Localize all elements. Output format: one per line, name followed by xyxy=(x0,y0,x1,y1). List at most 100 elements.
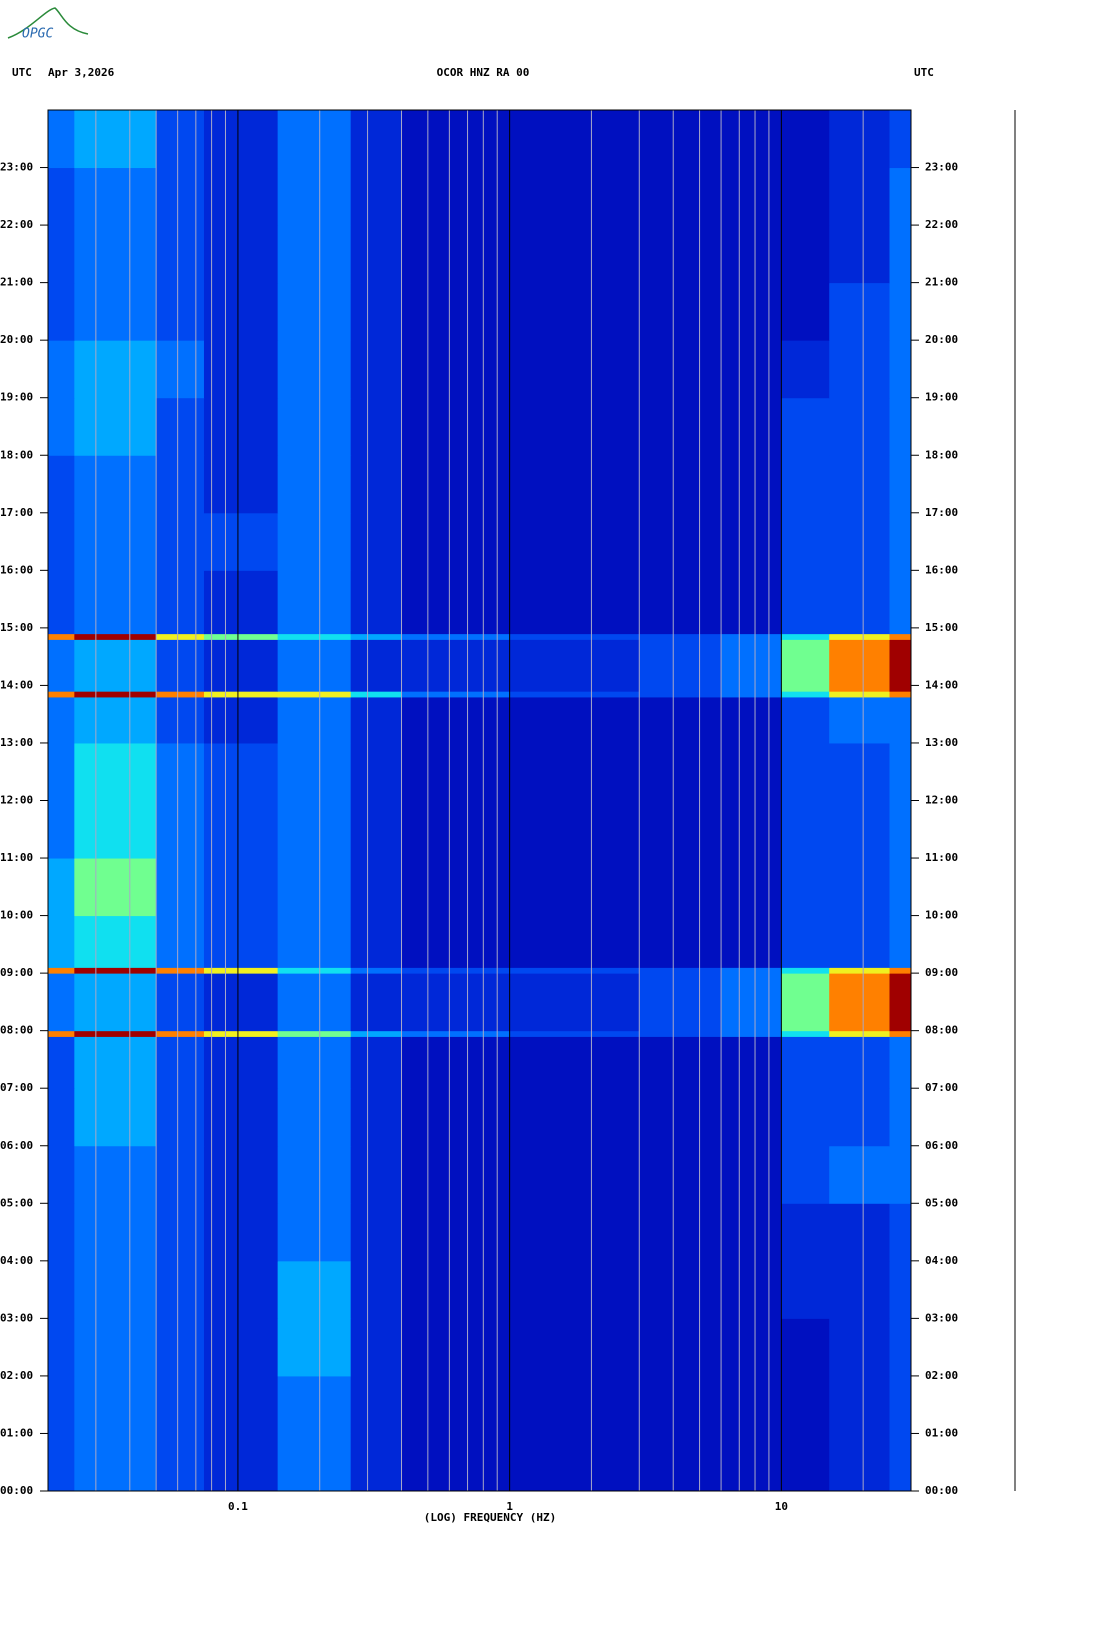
cell xyxy=(48,633,75,640)
y-tick-label-left: 16:00 xyxy=(0,563,33,576)
cell xyxy=(48,1030,75,1037)
cell xyxy=(639,512,722,571)
cell xyxy=(509,967,640,974)
cell xyxy=(509,1036,640,1089)
cell xyxy=(48,915,75,968)
cell xyxy=(889,1145,912,1204)
cell xyxy=(48,1260,75,1319)
cell xyxy=(156,1030,205,1037)
cell xyxy=(509,1260,640,1319)
cell xyxy=(203,1375,279,1434)
cell xyxy=(350,1088,403,1147)
y-tick-label-left: 23:00 xyxy=(0,161,33,174)
cell xyxy=(401,633,511,640)
cell xyxy=(509,1145,640,1204)
cell xyxy=(509,1030,640,1037)
cell xyxy=(156,1203,205,1262)
cell xyxy=(277,340,352,399)
cell xyxy=(350,1036,403,1089)
cell xyxy=(889,1030,912,1037)
cell xyxy=(156,110,205,169)
cell xyxy=(48,1318,75,1377)
cell xyxy=(401,1433,511,1492)
cell xyxy=(203,1145,279,1204)
cell xyxy=(889,915,912,968)
cell xyxy=(509,1375,640,1434)
cell xyxy=(156,639,205,692)
cell xyxy=(721,225,782,284)
cell xyxy=(203,1088,279,1147)
cell xyxy=(721,512,782,571)
cell xyxy=(721,858,782,917)
cell xyxy=(721,455,782,514)
cell xyxy=(156,397,205,456)
cell xyxy=(829,570,890,635)
cell xyxy=(509,800,640,859)
cell xyxy=(781,800,830,859)
y-tick-label-left: 22:00 xyxy=(0,218,33,231)
cell xyxy=(889,512,912,571)
cell xyxy=(350,858,403,917)
cell xyxy=(781,397,830,456)
y-tick-label-right: 02:00 xyxy=(925,1369,958,1382)
cell xyxy=(829,455,890,514)
cell xyxy=(277,858,352,917)
cell xyxy=(781,1088,830,1147)
cell xyxy=(203,397,279,456)
cell xyxy=(203,696,279,744)
cell xyxy=(277,1375,352,1434)
cell xyxy=(781,1203,830,1262)
cell xyxy=(829,742,890,801)
cell xyxy=(203,1433,279,1492)
cell xyxy=(48,858,75,917)
y-tick-label-right: 00:00 xyxy=(925,1484,958,1497)
cell xyxy=(277,696,352,744)
y-tick-label-left: 07:00 xyxy=(0,1081,33,1094)
x-tick-label: 10 xyxy=(775,1500,788,1513)
cell xyxy=(509,915,640,968)
cell xyxy=(401,1203,511,1262)
time-zone-right: UTC xyxy=(914,66,934,79)
cell xyxy=(829,915,890,968)
cell xyxy=(509,167,640,226)
cell xyxy=(781,633,830,640)
cell xyxy=(48,973,75,1032)
cell xyxy=(829,633,890,640)
cell xyxy=(48,967,75,974)
date: Apr 3,2026 xyxy=(48,66,115,79)
cell xyxy=(156,455,205,514)
cell xyxy=(350,742,403,801)
cell xyxy=(781,1433,830,1492)
cell xyxy=(401,696,511,744)
cell xyxy=(781,696,830,744)
cell xyxy=(350,633,403,640)
cell xyxy=(639,225,722,284)
cell xyxy=(509,696,640,744)
y-tick-label-right: 10:00 xyxy=(925,909,958,922)
cell xyxy=(74,1260,157,1319)
y-tick-label-right: 11:00 xyxy=(925,851,958,864)
y-tick-label-left: 20:00 xyxy=(0,333,33,346)
cell xyxy=(48,397,75,456)
cell xyxy=(639,1145,722,1204)
cell xyxy=(401,225,511,284)
cell xyxy=(203,633,279,640)
cell xyxy=(721,1433,782,1492)
cell xyxy=(401,1030,511,1037)
cell xyxy=(639,973,722,1032)
cell xyxy=(203,570,279,635)
cell xyxy=(350,397,403,456)
cell xyxy=(203,915,279,968)
cell xyxy=(74,340,157,399)
y-tick-label-left: 03:00 xyxy=(0,1311,33,1324)
cell xyxy=(277,167,352,226)
y-tick-label-left: 11:00 xyxy=(0,851,33,864)
cell xyxy=(721,1203,782,1262)
y-tick-label-left: 12:00 xyxy=(0,794,33,807)
cell xyxy=(350,639,403,692)
cell xyxy=(277,570,352,635)
cell xyxy=(350,967,403,974)
cell xyxy=(156,1375,205,1434)
y-tick-label-left: 19:00 xyxy=(0,391,33,404)
y-tick-label-right: 21:00 xyxy=(925,276,958,289)
